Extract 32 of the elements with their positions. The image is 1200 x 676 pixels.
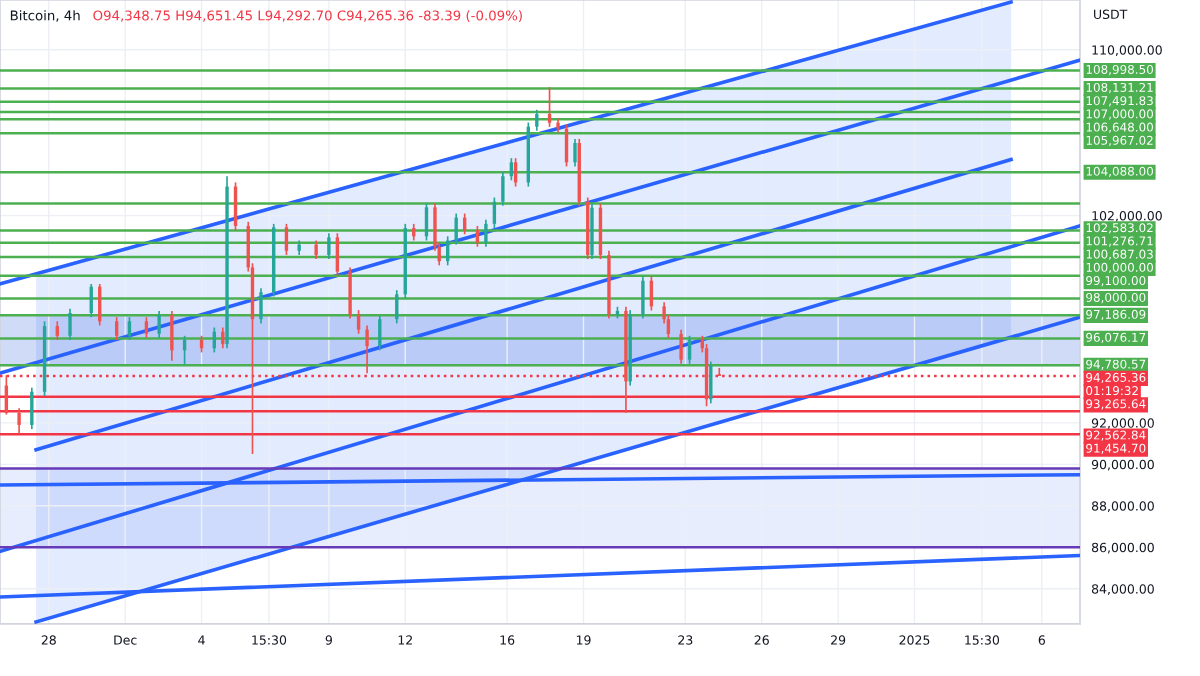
candlestick <box>547 86 552 128</box>
candlestick <box>687 334 692 365</box>
candlestick <box>454 212 458 246</box>
candlestick <box>55 320 59 341</box>
candlestick <box>68 308 72 341</box>
candlestick <box>709 360 713 405</box>
candlestick <box>679 328 683 365</box>
candlestick <box>348 266 352 320</box>
candlestick <box>501 171 505 207</box>
candlestick <box>475 225 480 248</box>
candlestick <box>157 310 161 339</box>
candlestick <box>590 202 594 260</box>
candlestick <box>259 287 263 325</box>
candlestick <box>365 324 369 374</box>
candlestick <box>717 367 721 377</box>
candlestick <box>356 309 361 335</box>
candlestick <box>144 316 149 339</box>
candlestick <box>573 138 577 168</box>
candlestick <box>378 314 382 352</box>
candlestick <box>30 386 34 430</box>
candlestick <box>17 407 21 435</box>
candlestick <box>335 232 340 277</box>
candlestick <box>115 316 119 341</box>
candlestick <box>170 310 174 362</box>
candlestick <box>641 275 645 320</box>
candlestick <box>127 316 132 341</box>
candlestick <box>327 232 331 260</box>
candlestick <box>484 218 488 248</box>
candlestick <box>314 239 318 260</box>
candlestick <box>284 223 289 256</box>
candlestick <box>446 235 450 267</box>
candlestick <box>535 109 539 132</box>
